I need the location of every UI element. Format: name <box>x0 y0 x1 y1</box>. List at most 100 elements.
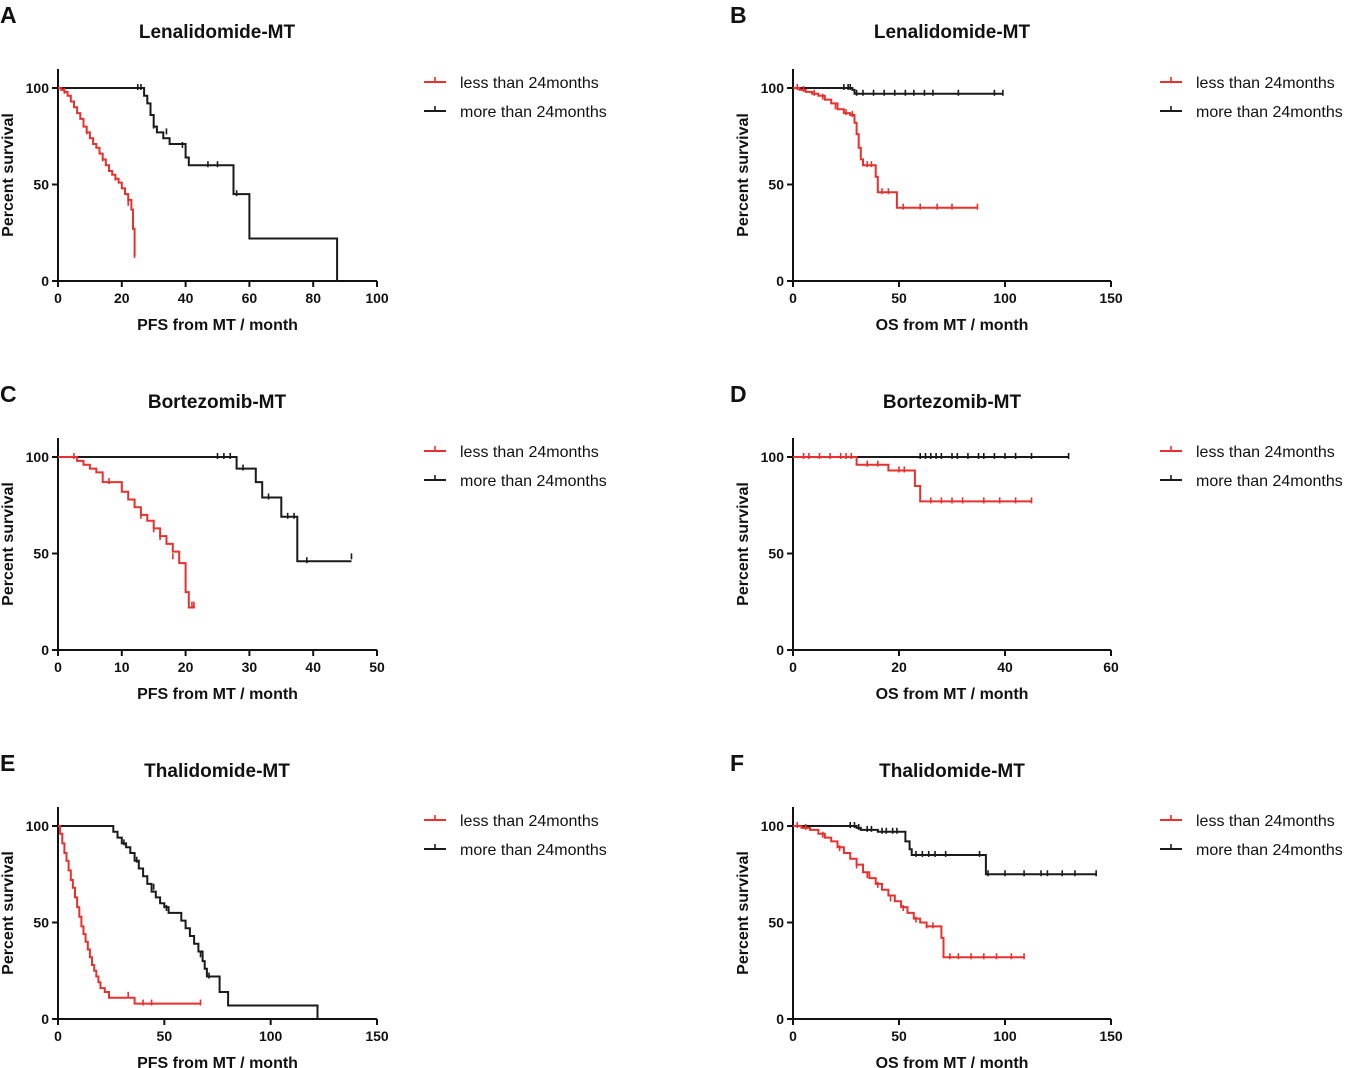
legend-less-24m-label: less than 24months <box>1196 444 1335 461</box>
x-tick-label: 150 <box>1099 1028 1123 1044</box>
x-tick-label: 30 <box>242 659 258 675</box>
panel-b: B Lenalidomide-MT 0 50 100 0 50 100 150 OS from M… <box>730 2 1343 334</box>
series-more-24m-line <box>58 87 339 281</box>
y-tick-label: 50 <box>768 546 784 562</box>
y-axis-label: Percent survival <box>735 482 752 606</box>
series-more-24m-line <box>58 825 319 1019</box>
legend-less-24m-label: less than 24months <box>460 75 599 92</box>
x-axis-label: OS from MT / month <box>876 686 1029 703</box>
y-tick-label: 100 <box>761 818 785 834</box>
y-axis-label: Percent survival <box>735 113 752 237</box>
panel-f: F Thalidomide-MT 0 50 100 0 50 100 150 OS from MT… <box>730 750 1343 1068</box>
panel-letter: D <box>730 381 747 407</box>
y-tick-label: 0 <box>776 273 784 289</box>
y-axis-label: Percent survival <box>0 482 17 606</box>
panel-a: A Lenalidomide-MT 0 50 100 0 20 40 60 80 100 PFS fr… <box>0 2 607 334</box>
y-tick-label: 50 <box>33 177 49 193</box>
y-tick-label: 100 <box>761 80 785 96</box>
y-tick-label: 100 <box>26 80 50 96</box>
chart-title: Bortezomib-MT <box>883 392 1022 413</box>
x-tick-label: 20 <box>178 659 194 675</box>
y-axis-label: Percent survival <box>0 113 17 237</box>
chart-title: Lenalidomide-MT <box>139 22 296 43</box>
chart-title: Thalidomide-MT <box>144 761 290 782</box>
y-tick-label: 0 <box>776 642 784 658</box>
y-axis-label: Percent survival <box>735 851 752 975</box>
y-tick-label: 0 <box>776 1011 784 1027</box>
x-tick-label: 150 <box>1099 290 1123 306</box>
legend-less-24m-label: less than 24months <box>1196 75 1335 92</box>
legend-less-24m-label: less than 24months <box>1196 813 1335 830</box>
series-less-24m-line <box>58 87 136 256</box>
panel-letter: F <box>730 750 744 776</box>
x-tick-label: 10 <box>114 659 130 675</box>
y-tick-label: 50 <box>768 177 784 193</box>
panel-d: D Bortezomib-MT 0 50 100 0 20 40 60 OS from MT / … <box>730 381 1343 703</box>
x-tick-label: 100 <box>259 1028 283 1044</box>
legend-less-24m-label: less than 24months <box>460 813 599 830</box>
x-tick-label: 40 <box>305 659 321 675</box>
y-tick-label: 50 <box>33 915 49 931</box>
x-tick-label: 40 <box>178 290 194 306</box>
series-less-24m-line <box>793 456 1032 503</box>
y-tick-label: 50 <box>768 915 784 931</box>
x-tick-label: 150 <box>365 1028 389 1044</box>
y-axis-label: Percent survival <box>0 851 17 975</box>
x-tick-label: 60 <box>1103 659 1119 675</box>
x-tick-label: 0 <box>54 659 62 675</box>
legend-more-24m-label: more than 24months <box>1196 104 1343 121</box>
legend-more-24m-label: more than 24months <box>460 473 607 490</box>
x-tick-label: 0 <box>789 1028 797 1044</box>
x-tick-label: 50 <box>369 659 385 675</box>
x-tick-label: 50 <box>157 1028 173 1044</box>
panel-e: E Thalidomide-MT 0 50 100 0 50 100 150 PFS from M… <box>0 750 607 1068</box>
x-tick-label: 100 <box>993 1028 1017 1044</box>
y-tick-label: 100 <box>26 449 50 465</box>
x-tick-label: 100 <box>365 290 389 306</box>
x-axis-label: PFS from MT / month <box>137 317 298 334</box>
x-tick-label: 50 <box>891 290 907 306</box>
panel-letter: B <box>730 2 747 28</box>
x-tick-label: 0 <box>54 290 62 306</box>
x-tick-label: 40 <box>997 659 1013 675</box>
y-tick-label: 100 <box>26 818 50 834</box>
x-axis-label: PFS from MT / month <box>137 1055 298 1068</box>
x-tick-label: 80 <box>305 290 321 306</box>
panel-letter: C <box>0 381 17 407</box>
x-tick-label: 20 <box>891 659 907 675</box>
x-tick-label: 100 <box>993 290 1017 306</box>
panel-letter: A <box>0 2 17 28</box>
x-tick-label: 50 <box>891 1028 907 1044</box>
x-tick-label: 0 <box>54 1028 62 1044</box>
x-tick-label: 20 <box>114 290 130 306</box>
x-axis-label: PFS from MT / month <box>137 686 298 703</box>
x-axis-label: OS from MT / month <box>876 1055 1029 1068</box>
legend-more-24m-label: more than 24months <box>1196 473 1343 490</box>
legend-more-24m-label: more than 24months <box>1196 842 1343 859</box>
chart-title: Thalidomide-MT <box>879 761 1025 782</box>
panel-letter: E <box>0 750 15 776</box>
series-less-24m-line <box>793 825 1025 959</box>
y-tick-label: 0 <box>41 642 49 658</box>
y-tick-label: 0 <box>41 273 49 289</box>
series-less-24m-line <box>58 825 201 1005</box>
x-tick-label: 0 <box>789 659 797 675</box>
chart-title: Lenalidomide-MT <box>874 22 1031 43</box>
legend-less-24m-label: less than 24months <box>460 444 599 461</box>
y-tick-label: 0 <box>41 1011 49 1027</box>
series-less-24m-line <box>793 87 978 209</box>
series-less-24m-line <box>58 456 195 609</box>
x-tick-label: 60 <box>242 290 258 306</box>
legend-more-24m-label: more than 24months <box>460 842 607 859</box>
panel-c: C Bortezomib-MT 0 50 100 0 10 20 30 40 50 PFS from … <box>0 381 607 703</box>
x-tick-label: 0 <box>789 290 797 306</box>
chart-title: Bortezomib-MT <box>148 392 287 413</box>
y-tick-label: 100 <box>761 449 785 465</box>
x-axis-label: OS from MT / month <box>876 317 1029 334</box>
series-more-24m-line <box>58 456 352 563</box>
y-tick-label: 50 <box>33 546 49 562</box>
series-more-24m-line <box>793 825 1097 876</box>
series-more-24m-line <box>793 87 1003 95</box>
legend-more-24m-label: more than 24months <box>460 104 607 121</box>
